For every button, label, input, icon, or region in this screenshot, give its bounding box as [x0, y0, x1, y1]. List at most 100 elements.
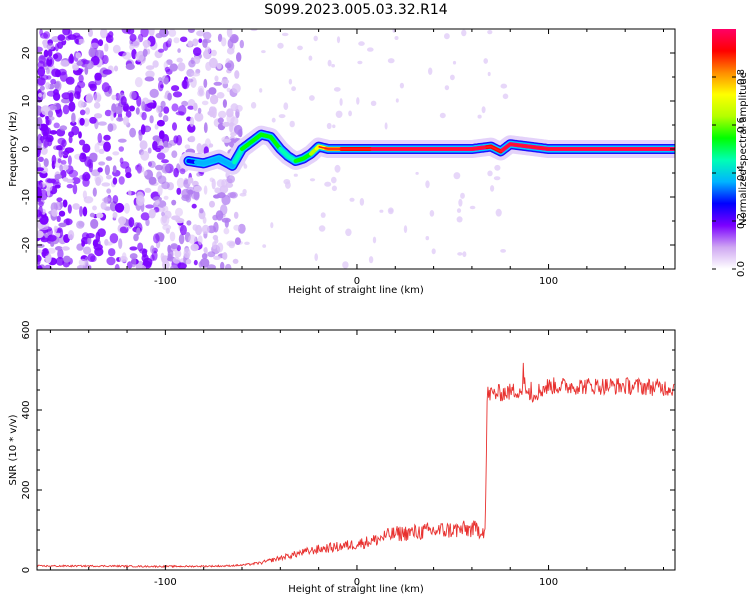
spectrogram-noise-cell	[175, 217, 185, 224]
spectrogram-noise-cell	[83, 118, 90, 127]
spectrogram-noise-cell	[112, 177, 118, 185]
spectrogram-noise-cell	[211, 49, 217, 57]
spectrogram-noise-cell	[250, 29, 258, 32]
spectrogram-noise-cell	[52, 181, 61, 188]
spectrogram-noise-cell	[46, 186, 51, 197]
spectrogram-noise-cell	[37, 180, 43, 192]
spectrogram-noise-cell	[379, 209, 384, 213]
spectrogram-noise-cell	[40, 146, 48, 155]
spectrogram-noise-cell	[105, 34, 114, 44]
spectrogram-noise-cell	[40, 225, 49, 231]
spectrogram-noise-cell	[384, 122, 388, 130]
spectrogram-noise-cell	[270, 222, 274, 229]
spectrogram-noise-cell	[60, 160, 67, 165]
spectrogram-noise-cell	[71, 177, 81, 185]
snr-plot-frame	[36, 329, 676, 571]
spectrogram-noise-cell	[37, 190, 42, 198]
spectrogram-noise-cell	[342, 261, 349, 269]
spectrogram-noise-cell	[67, 230, 75, 240]
spectrogram-noise-cell	[271, 117, 276, 123]
spectrogram-noise-cell	[129, 105, 135, 112]
spectrogram-noise-cell	[202, 216, 207, 224]
spectrogram-noise-cell	[461, 29, 467, 37]
spectrogram-noise-cell	[54, 173, 62, 180]
spectrogram-noise-cell	[59, 125, 68, 131]
spectrogram-noise-cell	[222, 252, 228, 260]
spectrogram-noise-cell	[70, 121, 77, 126]
spectrogram-noise-cell	[444, 33, 450, 40]
spectrogram-x-tick-label: 0	[354, 276, 360, 287]
spectrogram-noise-cell	[154, 123, 159, 130]
spectrogram-noise-cell	[211, 178, 216, 190]
spectrogram-noise-cell	[157, 200, 167, 208]
spectrogram-noise-cell	[77, 80, 86, 89]
spectrogram-noise-cell	[209, 200, 215, 208]
spectrogram-noise-cell	[190, 243, 199, 252]
spectrogram-noise-cell	[129, 253, 138, 260]
spectrogram-noise-cell	[331, 176, 337, 184]
spectrogram-noise-cell	[63, 255, 71, 263]
spectrogram-noise-cell	[237, 223, 246, 234]
spectrogram-noise-cell	[209, 94, 219, 105]
spectrogram-noise-cell	[181, 100, 189, 107]
spectrogram-noise-cell	[55, 256, 65, 266]
spectrogram-noise-cell	[57, 34, 66, 41]
spectrogram-noise-cell	[118, 238, 123, 250]
spectrogram-noise-cell	[226, 175, 235, 184]
spectrogram-noise-cell	[100, 29, 108, 39]
spectrogram-noise-cell	[120, 96, 127, 106]
spectrogram-noise-cell	[43, 49, 49, 58]
spectrogram-noise-cell	[196, 30, 205, 37]
spectrogram-noise-cell	[161, 163, 171, 174]
spectrogram-noise-cell	[221, 79, 230, 85]
spectrogram-noise-cell	[96, 49, 103, 58]
spectrogram-noise-cell	[162, 115, 169, 122]
spectrogram-noise-cell	[259, 88, 263, 93]
spectrogram-noise-cell	[207, 111, 213, 116]
colorbar-gradient	[712, 29, 736, 269]
spectrogram-noise-cell	[229, 191, 238, 199]
spectrogram-noise-cell	[349, 197, 355, 202]
spectrogram-noise-cell	[59, 164, 64, 172]
spectrogram-noise-cell	[140, 150, 150, 161]
spectrogram-noise-cell	[331, 185, 337, 192]
spectrogram-noise-cell	[82, 206, 88, 217]
spectrogram-noise-cell	[93, 92, 102, 103]
spectrogram-noise-cell	[171, 103, 179, 112]
spectrogram-noise-cell	[167, 92, 172, 101]
spectrogram-noise-cell	[222, 99, 227, 108]
spectrogram-noise-cell	[220, 261, 225, 269]
spectrogram-noise-cell	[138, 130, 143, 142]
spectrogram-noise-cell	[135, 51, 145, 62]
spectrogram-noise-cell	[71, 112, 76, 124]
spectrogram-noise-cell	[129, 90, 137, 100]
spectrogram-noise-cell	[105, 241, 113, 246]
spectrogram-noise-cell	[54, 81, 60, 89]
spectrogram-noise-cell	[206, 264, 216, 269]
spectrogram-noise-cell	[103, 196, 113, 204]
spectrogram-noise-cell	[56, 215, 61, 222]
spectrogram-noise-cell	[121, 29, 131, 34]
spectrogram-y-tick-label: 10	[21, 95, 32, 108]
spectrogram-noise-cell	[79, 139, 86, 146]
spectrogram-noise-cell	[237, 129, 243, 137]
spectrogram-noise-cell	[135, 107, 140, 115]
spectrogram-noise-cell	[50, 78, 57, 85]
spectrogram-noise-cell	[152, 196, 162, 202]
spectrogram-noise-cell	[47, 247, 56, 254]
signal-core	[318, 143, 675, 153]
spectrogram-noise-cell	[37, 196, 42, 203]
spectrogram-noise-cell	[185, 258, 192, 265]
spectrogram-noise-cell	[213, 81, 223, 86]
spectrogram-noise-cell	[333, 87, 341, 92]
spectrogram-noise-cell	[444, 85, 450, 91]
spectrogram-noise-cell	[45, 82, 51, 90]
spectrogram-noise-cell	[89, 212, 95, 218]
spectrogram-noise-cell	[331, 63, 335, 68]
spectrogram-noise-cell	[156, 145, 164, 150]
spectrogram-noise-cell	[136, 195, 145, 206]
spectrogram-noise-cell	[112, 165, 117, 173]
spectrogram-noise-cell	[79, 206, 83, 217]
spectrogram-noise-cell	[82, 59, 90, 65]
spectrogram-noise-cell	[171, 85, 180, 92]
